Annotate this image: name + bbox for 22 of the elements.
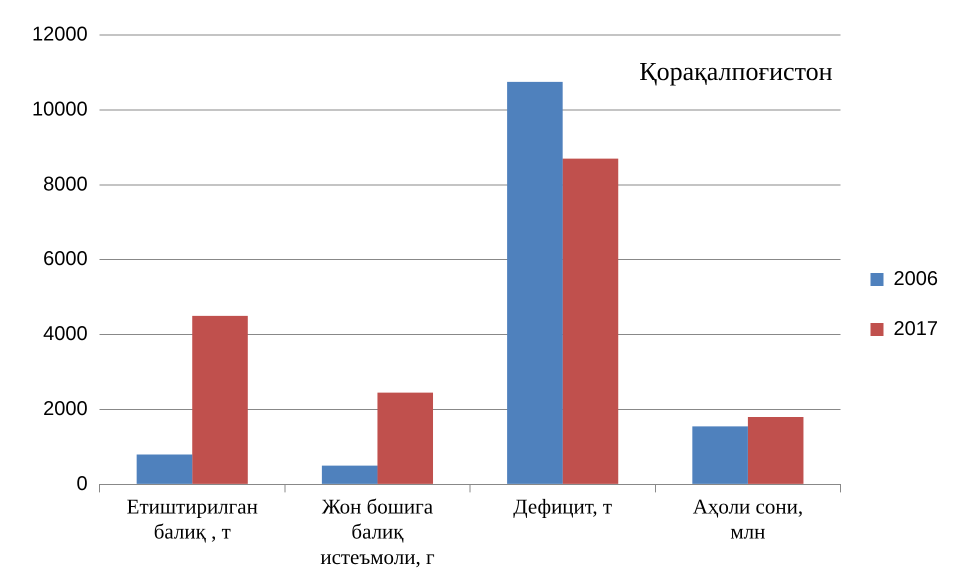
legend-label: 2006 — [894, 268, 938, 290]
y-tick-label: 6000 — [43, 248, 88, 270]
bar — [136, 454, 192, 484]
y-tick-label: 8000 — [43, 173, 88, 196]
x-tick-label: Аҳоли сони, млн — [692, 494, 804, 544]
x-tick-label: Дефицит, т — [513, 494, 612, 519]
y-tick-label: 0 — [76, 472, 88, 495]
legend-label: 2017 — [894, 318, 938, 340]
bar — [322, 466, 378, 484]
y-tick-label: 12000 — [32, 24, 88, 46]
bar — [192, 316, 248, 484]
x-tick-label: Етиштирилган балиқ , т — [126, 494, 258, 544]
text: Қорақалпоғистон — [639, 56, 833, 86]
x-tick-label: Жон бошига балиқ истеъмоли, г — [320, 494, 435, 569]
bar — [562, 158, 618, 484]
y-tick-label: 4000 — [43, 323, 88, 346]
bar — [692, 426, 748, 484]
y-tick-label: 2000 — [43, 398, 88, 420]
y-tick-label: 10000 — [32, 98, 88, 120]
bar — [507, 82, 563, 484]
bar — [377, 392, 434, 484]
bar — [748, 416, 804, 484]
